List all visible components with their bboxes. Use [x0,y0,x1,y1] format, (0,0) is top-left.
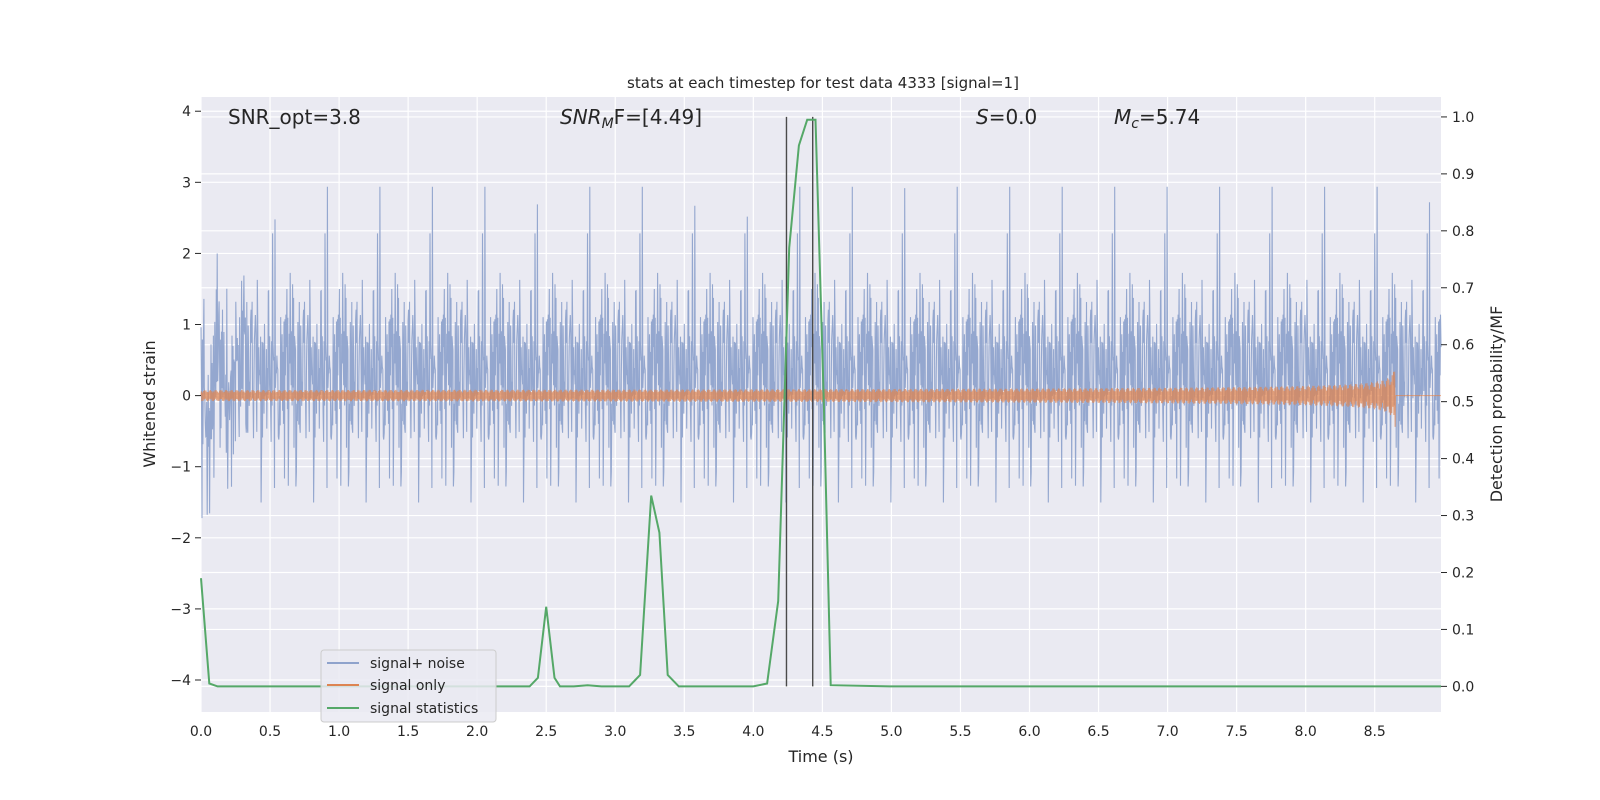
y-right-tick-label: 1.0 [1452,110,1474,126]
y-right-tick-label: 0.4 [1452,452,1474,468]
y-right-tick-label: 0.2 [1452,565,1474,581]
y-right-tick-label: 0.0 [1452,679,1474,695]
mc-subscript: c [1131,116,1139,132]
x-tick-label: 3.5 [673,724,695,740]
y-left-tick-label: −4 [170,673,191,689]
mc-symbol: M [1114,105,1131,129]
signal-noise-series [200,186,1442,519]
mc-value: =5.74 [1139,105,1200,129]
y-right-tick-label: 0.8 [1452,224,1474,240]
snr-opt-annotation: SNR_opt=3.8 [228,105,361,129]
x-tick-label: 0.0 [190,724,212,740]
x-tick-label: 6.0 [1018,724,1040,740]
x-tick-label: 2.5 [535,724,557,740]
x-tick-label: 1.5 [397,724,419,740]
x-tick-label: 7.0 [1156,724,1178,740]
legend: signal+ noise signal only signal statist… [320,649,497,723]
y-right-tick-label: 0.9 [1452,167,1474,183]
snr-mf-subscript: M [602,116,614,132]
y-right-tick-label: 0.7 [1452,281,1474,297]
y-left-tick-label: 1 [182,318,191,334]
x-tick-label: 4.5 [811,724,833,740]
x-tick-label: 4.0 [742,724,764,740]
legend-label-signal-only: signal only [370,678,445,694]
x-tick-label: 8.5 [1364,724,1386,740]
snr-mf-symbol: SNR [560,105,602,129]
y-right-tick-label: 0.1 [1452,622,1474,638]
legend-label-signal-statistics: signal statistics [370,701,478,717]
s-value: =0.0 [989,105,1038,129]
y-left-tick-label: 4 [182,104,191,120]
x-tick-label: 5.0 [880,724,902,740]
x-tick-label: 7.5 [1226,724,1248,740]
signal-noise-line [200,186,1442,519]
mc-annotation: Mc=5.74 [1114,105,1200,132]
legend-label-signal-noise: signal+ noise [370,656,465,672]
y-left-axis-ticks: 4 3 2 1 0 −1 −2 −3 −4 [170,104,201,689]
x-tick-label: 1.0 [328,724,350,740]
y-left-tick-label: 2 [182,246,191,262]
y-left-tick-label: −2 [170,531,191,547]
x-axis-label: Time (s) [787,747,853,766]
snr-mf-annotation: SNRMF=[4.49] [560,105,702,132]
s-symbol: S [976,105,989,129]
signal-only-series [200,371,1441,427]
y-right-tick-label: 0.6 [1452,338,1474,354]
signal-only-line [200,371,1441,427]
x-tick-label: 6.5 [1087,724,1109,740]
x-tick-label: 2.0 [466,724,488,740]
snr-mf-value: F=[4.49] [614,105,702,129]
x-tick-label: 5.5 [949,724,971,740]
x-tick-label: 8.0 [1295,724,1317,740]
y-right-axis-ticks: 1.0 0.9 0.8 0.7 0.6 0.5 0.4 0.3 0.2 0.1 0.0 [1441,110,1474,695]
chart-title: stats at each timestep for test data 433… [627,74,1019,92]
y-left-tick-label: −3 [170,602,191,618]
y-left-tick-label: 0 [182,389,191,405]
x-tick-label: 0.5 [259,724,281,740]
legend-box [320,649,497,723]
y-left-tick-label: 3 [182,175,191,191]
x-axis-ticks: 0.0 0.5 1.0 1.5 2.0 2.5 3.0 3.5 4.0 4.5 5.0 5.5 6.0 6… [190,724,1386,740]
x-tick-label: 3.0 [604,724,626,740]
vertical-markers [785,116,814,687]
y-left-tick-label: −1 [170,460,191,476]
y-right-axis-label: Detection probability/MF [1487,306,1506,503]
s-annotation: S=0.0 [976,105,1037,129]
y-left-axis-label: Whitened strain [140,340,159,467]
y-right-tick-label: 0.3 [1452,509,1474,525]
y-right-tick-label: 0.5 [1452,395,1474,411]
